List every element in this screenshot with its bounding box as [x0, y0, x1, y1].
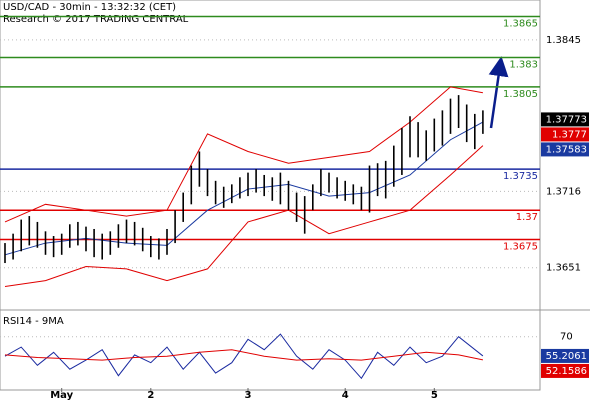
plot-frame [0, 0, 541, 391]
forecast-arrow [488, 56, 509, 129]
value-tag-label: 52.1586 [546, 366, 587, 377]
reference-label: 1.3735 [503, 171, 538, 182]
reference-label: 1.3675 [503, 242, 538, 253]
chart-title: USD/CAD - 30min - 13:32:32 (CET) [3, 2, 176, 13]
bollinger-band [4, 145, 484, 288]
value-tag [541, 363, 589, 378]
reference-label: 1.383 [509, 60, 538, 71]
reference-label: 1.37 [516, 212, 538, 223]
value-tag [541, 112, 589, 127]
value-tag [541, 142, 589, 157]
y-tick-label: 1.3845 [546, 35, 581, 46]
x-tick-label: May [50, 390, 73, 400]
x-tick-label: 4 [342, 390, 349, 400]
reference-label: 1.3865 [503, 18, 538, 29]
value-tag-label: 55.2061 [546, 351, 587, 362]
value-tag-label: 1.37583 [546, 144, 587, 155]
chart-subtitle: Research © 2017 TRADING CENTRAL [3, 14, 189, 25]
value-tag-label: 1.3777 [552, 129, 587, 140]
value-tag [541, 127, 589, 142]
y-tick-label: 70 [560, 332, 573, 343]
x-tick-label: 2 [147, 390, 154, 400]
rsi-line [4, 349, 484, 361]
x-tick-label: 5 [431, 390, 438, 400]
y-tick-label: 1.3716 [546, 186, 581, 197]
y-tick-label: 1.3651 [546, 263, 581, 274]
value-tag [541, 348, 589, 363]
x-tick-label: 3 [245, 390, 252, 400]
panel-title: RSI14 - 9MA [3, 316, 64, 327]
reference-label: 1.3805 [503, 89, 538, 100]
value-tag-label: 1.37773 [546, 114, 587, 125]
